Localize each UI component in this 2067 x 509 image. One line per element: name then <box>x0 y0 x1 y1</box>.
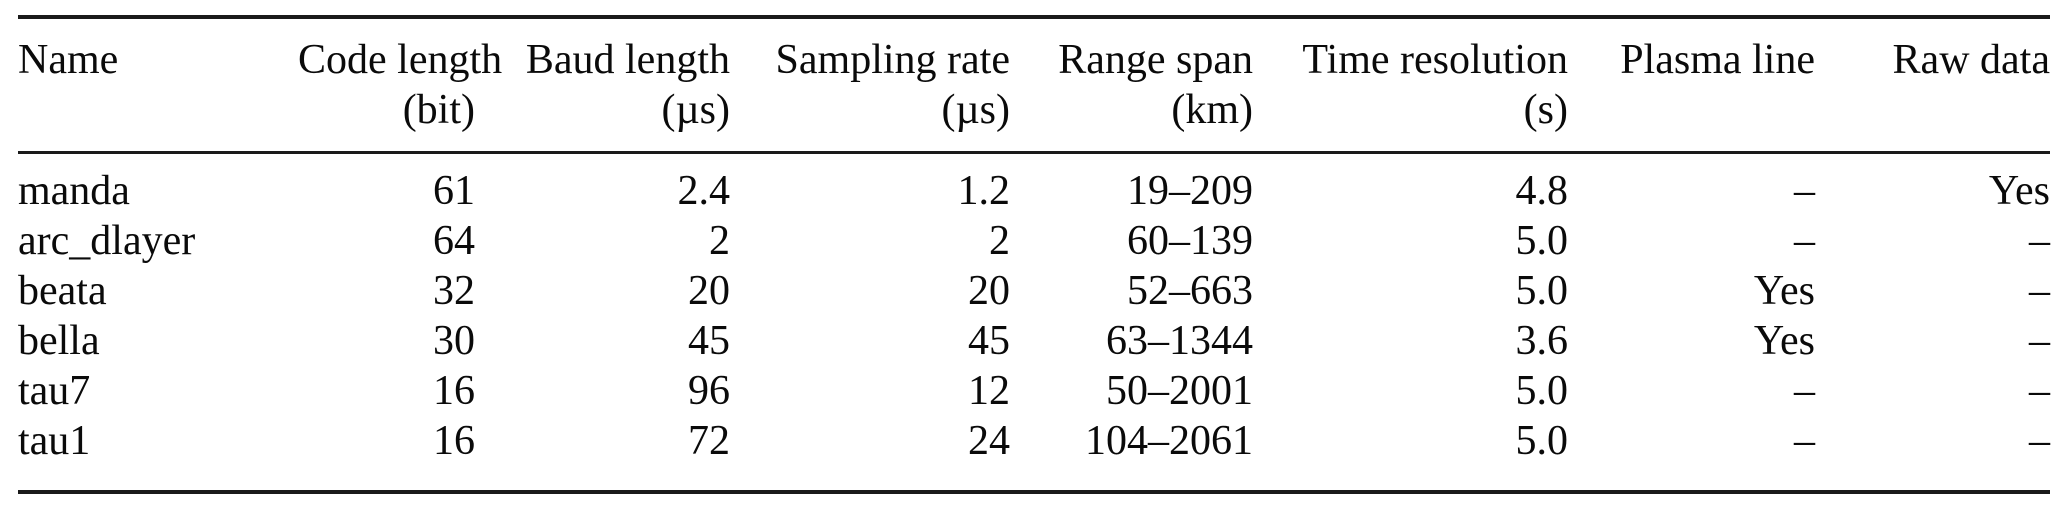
cell-name: arc_dlayer <box>18 218 196 264</box>
cell-plasma-line: – <box>1794 218 1815 264</box>
cell-raw-data: Yes <box>1988 168 2050 214</box>
cell-plasma-line: Yes <box>1753 318 1815 364</box>
cell-baud-length: 72 <box>688 418 730 464</box>
cell-baud-length: 2.4 <box>677 168 731 214</box>
header-row: Name Code length (bit) Baud length (µs) … <box>18 17 2050 154</box>
table-row-tau7: tau7 16 96 12 50–2001 5.0 – – <box>18 366 2050 416</box>
cell-time-resolution: 4.8 <box>1515 168 1569 214</box>
cell-code-length: 16 <box>433 418 475 464</box>
cell-time-resolution: 5.0 <box>1515 268 1569 314</box>
cell-range-span: 104–2061 <box>1085 418 1253 464</box>
cell-raw-data: – <box>2029 218 2050 264</box>
table-row-beata: beata 32 20 20 52–663 5.0 Yes – <box>18 266 2050 316</box>
col-label: Baud length <box>525 37 730 83</box>
cell-plasma-line: – <box>1794 368 1815 414</box>
cell-raw-data: – <box>2029 318 2050 364</box>
col-label: Range span <box>1058 37 1253 83</box>
col-label: Raw data <box>1892 37 2050 83</box>
cell-code-length: 30 <box>433 318 475 364</box>
cell-code-length: 61 <box>433 168 475 214</box>
table-row-bella: bella 30 45 45 63–1344 3.6 Yes – <box>18 316 2050 366</box>
col-label: Code length <box>298 37 503 83</box>
cell-raw-data: – <box>2029 268 2050 314</box>
cell-range-span: 50–2001 <box>1106 368 1253 414</box>
cell-baud-length: 45 <box>688 318 730 364</box>
cell-name: beata <box>18 268 107 314</box>
cell-raw-data: – <box>2029 368 2050 414</box>
table-row-arc-dlayer: arc_dlayer 64 2 2 60–139 5.0 – – <box>18 216 2050 266</box>
cell-baud-length: 96 <box>688 368 730 414</box>
cell-plasma-line: – <box>1794 418 1815 464</box>
cell-time-resolution: 5.0 <box>1515 218 1569 264</box>
cell-sampling-rate: 12 <box>968 368 1010 414</box>
cell-baud-length: 2 <box>709 218 730 264</box>
col-label: Name <box>18 37 119 83</box>
cell-name: manda <box>18 168 130 214</box>
cell-name: tau7 <box>18 368 91 414</box>
col-header-code-length: Code length (bit) <box>298 17 503 154</box>
table-row-tau1: tau1 16 72 24 104–2061 5.0 – – <box>18 416 2050 492</box>
cell-name: bella <box>18 318 100 364</box>
table-row-manda: manda 61 2.4 1.2 19–209 4.8 – Yes <box>18 153 2050 217</box>
col-header-sampling-rate: Sampling rate (µs) <box>730 17 1010 154</box>
col-unit: (µs) <box>941 87 1010 133</box>
cell-sampling-rate: 20 <box>968 268 1010 314</box>
cell-sampling-rate: 2 <box>989 218 1010 264</box>
col-header-name: Name <box>18 17 298 154</box>
col-label: Time resolution <box>1302 37 1568 83</box>
cell-sampling-rate: 45 <box>968 318 1010 364</box>
cell-code-length: 64 <box>433 218 475 264</box>
col-unit: (km) <box>1171 87 1253 133</box>
cell-code-length: 32 <box>433 268 475 314</box>
col-header-range-span: Range span (km) <box>1010 17 1253 154</box>
cell-sampling-rate: 1.2 <box>957 168 1011 214</box>
col-header-raw-data: Raw data <box>1815 17 2050 154</box>
cell-code-length: 16 <box>433 368 475 414</box>
cell-plasma-line: Yes <box>1753 268 1815 314</box>
col-header-baud-length: Baud length (µs) <box>475 17 730 154</box>
cell-range-span: 52–663 <box>1127 268 1253 314</box>
col-label: Plasma line <box>1620 37 1815 83</box>
col-header-plasma-line: Plasma line <box>1568 17 1815 154</box>
cell-raw-data: – <box>2029 418 2050 464</box>
experiment-modes-table: Name Code length (bit) Baud length (µs) … <box>18 15 2050 494</box>
cell-sampling-rate: 24 <box>968 418 1010 464</box>
cell-plasma-line: – <box>1794 168 1815 214</box>
cell-baud-length: 20 <box>688 268 730 314</box>
cell-time-resolution: 5.0 <box>1515 418 1569 464</box>
cell-time-resolution: 3.6 <box>1515 318 1569 364</box>
col-unit: (s) <box>1523 87 1568 133</box>
col-header-time-resolution: Time resolution (s) <box>1253 17 1568 154</box>
cell-range-span: 63–1344 <box>1106 318 1253 364</box>
col-label: Sampling rate <box>775 37 1010 83</box>
cell-name: tau1 <box>18 418 91 464</box>
col-unit: (bit) <box>402 87 475 133</box>
col-unit: (µs) <box>661 87 730 133</box>
cell-range-span: 60–139 <box>1127 218 1253 264</box>
cell-time-resolution: 5.0 <box>1515 368 1569 414</box>
cell-range-span: 19–209 <box>1127 168 1253 214</box>
